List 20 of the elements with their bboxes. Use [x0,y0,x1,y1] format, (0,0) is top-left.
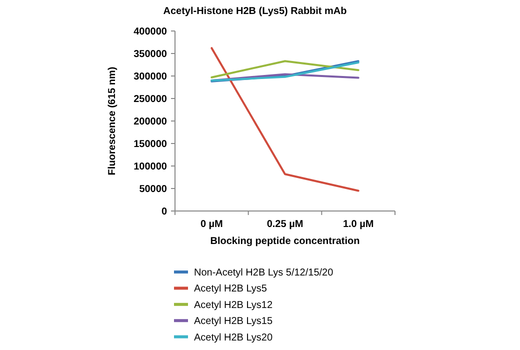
legend-label: Acetyl H2B Lys12 [194,300,273,311]
y-tick-label: 200000 [134,116,168,128]
legend-label: Acetyl H2B Lys5 [194,284,268,295]
legend-label: Acetyl H2B Lys15 [194,316,273,328]
legend-label: Non-Acetyl H2B Lys 5/12/15/20 [194,268,334,278]
chart-title: Acetyl-Histone H2B (Lys5) Rabbit mAb [163,6,347,17]
x-tick-label: 1.0 µM [342,219,374,230]
y-tick-label: 150000 [134,139,168,150]
y-axis-title: Fluorescence (615 nm) [107,66,118,176]
y-tick-label: 50000 [139,184,168,195]
y-tick-label: 250000 [134,94,168,105]
y-tick-label: 350000 [134,49,168,60]
y-tick-label: 300000 [134,72,168,82]
legend-label: Acetyl H2B Lys20 [194,332,273,344]
x-tick-label: 0 µM [200,219,223,230]
y-tick-label: 100000 [134,162,168,172]
y-tick-label: 0 [161,206,168,218]
x-tick-label: 0.25 µM [266,219,304,230]
x-axis-title: Blocking peptide concentration [210,236,360,247]
y-tick-label: 400000 [134,26,168,38]
